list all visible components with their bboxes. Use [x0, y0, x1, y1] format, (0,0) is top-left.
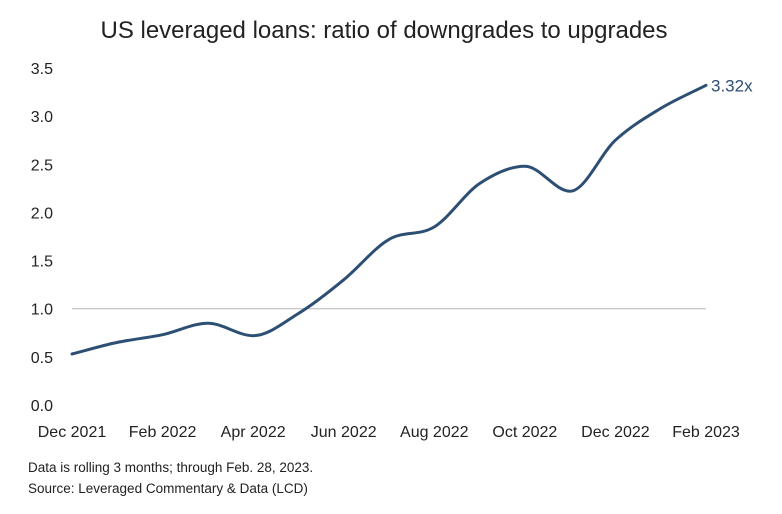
y-tick-label: 0.0: [31, 398, 53, 415]
x-tick-label: Feb 2022: [129, 424, 197, 441]
x-tick-label: Apr 2022: [221, 424, 286, 441]
x-axis: Dec 2021 Feb 2022 Apr 2022 Jun 2022 Aug 2022…: [38, 424, 740, 441]
y-tick-label: 3.0: [31, 109, 53, 126]
x-tick-label: Dec 2022: [581, 424, 650, 441]
x-tick-label: Jun 2022: [311, 424, 377, 441]
chart-title: US leveraged loans: ratio of downgrades …: [100, 17, 667, 44]
y-tick-label: 1.5: [31, 254, 53, 271]
footnote-source: Source: Leveraged Commentary & Data (LCD…: [28, 481, 308, 496]
x-tick-label: Oct 2022: [492, 424, 557, 441]
y-tick-label: 0.5: [31, 350, 53, 367]
x-tick-label: Aug 2022: [400, 424, 469, 441]
end-value-label: 3.32x: [711, 76, 753, 95]
x-tick-label: Dec 2021: [38, 424, 107, 441]
y-tick-label: 2.5: [31, 157, 53, 174]
y-axis: 0.0 0.5 1.0 1.5 2.0 2.5 3.0 3.5: [31, 61, 53, 415]
footnote-data-note: Data is rolling 3 months; through Feb. 2…: [28, 460, 314, 475]
x-tick-label: Feb 2023: [672, 424, 740, 441]
series-line: [70, 83, 708, 356]
y-tick-label: 1.0: [31, 302, 53, 319]
y-tick-label: 2.0: [31, 205, 53, 222]
y-tick-label: 3.5: [31, 61, 53, 78]
